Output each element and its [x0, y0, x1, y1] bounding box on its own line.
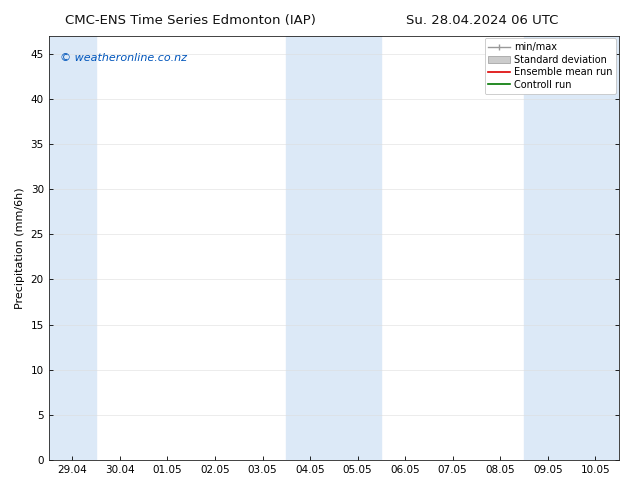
Bar: [287, 36, 382, 460]
Text: Su. 28.04.2024 06 UTC: Su. 28.04.2024 06 UTC: [406, 14, 558, 27]
Bar: [49, 36, 96, 460]
Bar: [524, 36, 619, 460]
Text: CMC-ENS Time Series Edmonton (IAP): CMC-ENS Time Series Edmonton (IAP): [65, 14, 316, 27]
Text: © weatheronline.co.nz: © weatheronline.co.nz: [60, 52, 187, 63]
Legend: min/max, Standard deviation, Ensemble mean run, Controll run: min/max, Standard deviation, Ensemble me…: [484, 39, 616, 94]
Y-axis label: Precipitation (mm/6h): Precipitation (mm/6h): [15, 187, 25, 309]
